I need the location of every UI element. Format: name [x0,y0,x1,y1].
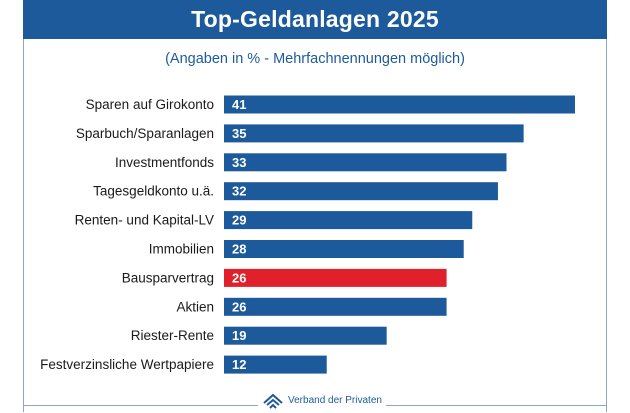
bar [224,240,464,258]
bar-value-label: 19 [232,328,246,343]
bar-value-label: 26 [232,299,246,314]
chart-title: Top-Geldanlagen 2025 [191,6,439,32]
bar-value-label: 28 [232,242,246,257]
bar [224,355,327,374]
category-label: Sparen auf Girokonto [86,97,214,112]
category-label: Investmentfonds [115,155,214,170]
category-label: Festverzinsliche Wertpapiere [40,357,214,372]
chart-header: Top-Geldanlagen 2025 [23,0,607,39]
bar-value-label: 32 [232,184,246,199]
bar-value-label: 41 [232,97,246,112]
category-label: Renten- und Kapital-LV [75,213,214,228]
chart-frame [23,0,607,412]
house-icon [263,393,283,409]
bar-value-label: 33 [232,155,246,170]
category-label: Tagesgeldkonto u.ä. [93,184,214,199]
category-label: Riester-Rente [131,328,214,343]
bar-value-label: 26 [232,270,246,285]
bar [224,268,447,287]
bar [224,153,507,172]
category-label: Sparbuch/Sparanlagen [76,126,214,141]
bar [224,326,387,345]
bar [224,95,575,114]
chart-subtitle: (Angaben in % - Mehrfachnennungen möglic… [165,51,465,67]
footer-logo: Verband der Privaten [258,393,386,413]
category-label: Aktien [176,299,214,314]
bar [224,211,473,230]
bar [224,297,447,316]
bar [224,124,524,143]
bar [224,182,498,201]
bar-value-label: 12 [232,357,246,372]
bar-value-label: 29 [232,213,246,228]
logo-text: Verband der Privaten [288,395,382,406]
bar-value-label: 35 [232,126,246,141]
category-label: Immobilien [149,242,214,257]
category-label: Bausparvertrag [122,270,214,285]
